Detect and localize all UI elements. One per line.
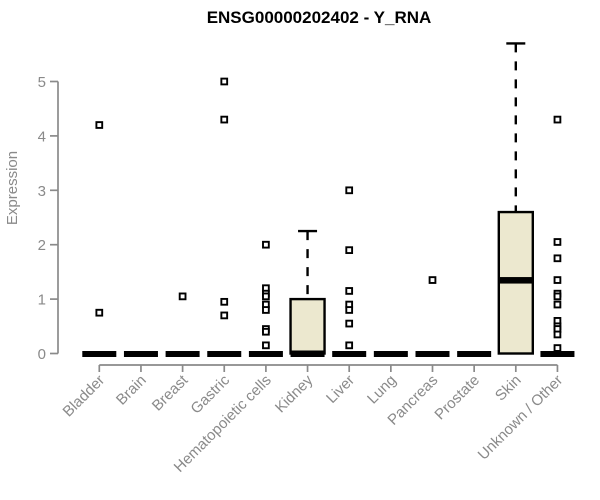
box-collapsed-prostate bbox=[457, 351, 492, 357]
outlier-unknown-other bbox=[553, 254, 562, 263]
outlier-bladder bbox=[95, 308, 104, 317]
y-axis-label: Expression bbox=[4, 151, 21, 225]
x-category-label-liver: Liver bbox=[323, 372, 358, 407]
outlier-unknown-other bbox=[553, 300, 562, 309]
x-category-label-breast: Breast bbox=[149, 371, 192, 414]
box-collapsed-hematopoietic-cells bbox=[248, 351, 283, 357]
box-collapsed-unknown-other bbox=[540, 351, 575, 357]
y-tick-label: 1 bbox=[38, 292, 46, 309]
box-collapsed-breast bbox=[165, 351, 200, 357]
y-tick-label: 0 bbox=[38, 346, 46, 363]
outlier-hematopoietic-cells bbox=[262, 240, 270, 249]
outlier-bladder bbox=[95, 121, 104, 129]
outlier-gastric bbox=[220, 115, 229, 124]
box-kidney bbox=[289, 297, 326, 355]
median-skin bbox=[498, 277, 533, 284]
outlier-unknown-other bbox=[553, 115, 562, 124]
outlier-hematopoietic-cells bbox=[262, 292, 270, 301]
y-tick-label: 2 bbox=[38, 237, 46, 254]
box-collapsed-bladder bbox=[82, 351, 117, 357]
outlier-hematopoietic-cells bbox=[262, 341, 270, 350]
outlier-liver bbox=[345, 287, 354, 295]
x-category-label-lung: Lung bbox=[364, 372, 400, 408]
x-category-label-skin: Skin bbox=[492, 372, 525, 405]
outlier-unknown-other bbox=[553, 238, 562, 246]
outlier-unknown-other bbox=[553, 276, 562, 284]
outlier-hematopoietic-cells bbox=[262, 327, 270, 336]
box-collapsed-lung bbox=[373, 351, 408, 357]
outlier-unknown-other bbox=[553, 330, 562, 339]
outlier-unknown-other bbox=[553, 292, 562, 301]
outlier-unknown-other bbox=[553, 344, 562, 352]
box-collapsed-gastric bbox=[207, 351, 242, 357]
box-collapsed-brain bbox=[123, 351, 158, 357]
x-category-label-kidney: Kidney bbox=[272, 371, 317, 416]
y-tick-label: 5 bbox=[38, 74, 46, 91]
outlier-pancreas bbox=[428, 276, 437, 284]
outlier-liver bbox=[345, 306, 354, 314]
box-collapsed-liver bbox=[332, 351, 367, 357]
box-collapsed-pancreas bbox=[415, 351, 450, 357]
outlier-gastric bbox=[220, 77, 229, 86]
outlier-gastric bbox=[220, 311, 229, 320]
y-tick-label: 4 bbox=[38, 128, 46, 145]
outlier-liver bbox=[345, 186, 354, 195]
x-category-label-prostate: Prostate bbox=[431, 372, 483, 424]
outlier-liver bbox=[345, 341, 354, 350]
outlier-liver bbox=[345, 246, 354, 254]
outlier-hematopoietic-cells bbox=[262, 306, 270, 314]
outlier-liver bbox=[345, 319, 354, 328]
y-tick-label: 3 bbox=[38, 183, 46, 200]
outlier-gastric bbox=[220, 297, 229, 306]
outlier-breast bbox=[178, 292, 187, 301]
chart-title: ENSG00000202402 - Y_RNA bbox=[207, 8, 432, 27]
median-kidney bbox=[290, 350, 325, 357]
x-category-label-bladder: Bladder bbox=[60, 372, 109, 421]
x-category-label-brain: Brain bbox=[113, 372, 150, 409]
